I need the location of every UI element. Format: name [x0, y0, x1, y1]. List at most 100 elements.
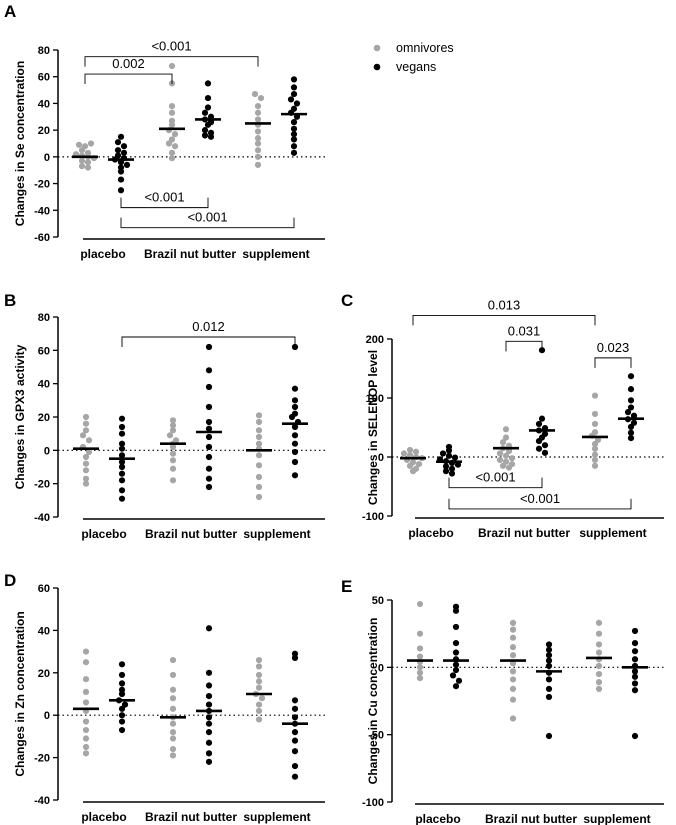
data-point-omnivores	[591, 445, 599, 452]
data-point-vegans	[291, 423, 299, 431]
data-point-vegans	[448, 465, 456, 472]
data-point-vegans	[631, 639, 639, 647]
y-tick-label: 60	[38, 345, 50, 357]
data-point-vegans	[118, 690, 126, 698]
data-point-omnivores	[169, 422, 177, 429]
data-point-vegans	[627, 404, 635, 411]
data-point-omnivores	[82, 460, 90, 467]
panel-b: B -40 -20 0 20 40 60 80 Changes in GPX3 activit…	[4, 291, 325, 541]
data-point-omnivores	[416, 600, 424, 608]
data-point-omnivores	[82, 699, 90, 706]
data-point-vegans	[205, 465, 213, 472]
data-point-omnivores	[169, 427, 177, 434]
data-point-omnivores	[82, 420, 90, 427]
data-point-omnivores	[591, 451, 599, 458]
data-point-omnivores	[251, 90, 259, 98]
data-point-omnivores	[85, 448, 93, 456]
data-point-omnivores	[591, 410, 599, 418]
data-point-omnivores	[416, 669, 424, 676]
data-point-vegans	[118, 487, 126, 494]
legend-label-vegans: vegans	[396, 60, 436, 74]
data-point-vegans	[291, 654, 299, 662]
data-point-vegans	[631, 687, 639, 694]
data-point-vegans	[118, 726, 126, 734]
data-point-vegans	[290, 136, 298, 143]
data-point-vegans	[545, 646, 553, 653]
x-category-label: placebo	[80, 247, 125, 261]
data-point-vegans	[454, 461, 462, 468]
p-value-label: 0.031	[508, 323, 541, 338]
data-point-vegans	[291, 650, 299, 657]
panel-label-e: E	[341, 577, 352, 596]
data-point-vegans	[445, 447, 453, 454]
y-tick-label: -20	[34, 753, 50, 765]
data-point-vegans	[631, 668, 639, 675]
data-point-omnivores	[169, 477, 177, 484]
data-point-omnivores	[255, 433, 263, 441]
data-point-vegans	[118, 463, 126, 471]
data-point-omnivores	[166, 432, 174, 439]
data-point-omnivores	[82, 718, 90, 725]
data-point-vegans	[442, 463, 450, 470]
x-category-label: placebo	[408, 526, 453, 540]
data-point-vegans	[205, 425, 213, 432]
data-point-vegans	[290, 125, 298, 132]
legend: omnivores vegans	[373, 41, 454, 74]
data-point-vegans	[439, 450, 447, 457]
data-point-omnivores	[82, 467, 90, 474]
data-point-omnivores	[84, 164, 92, 171]
data-point-omnivores	[255, 418, 263, 426]
data-point-omnivores	[509, 626, 517, 633]
data-point-omnivores	[82, 475, 90, 482]
data-point-vegans	[291, 432, 299, 439]
data-point-vegans	[204, 104, 212, 111]
y-tick-label: -40	[34, 795, 50, 807]
data-point-vegans	[451, 454, 459, 461]
data-point-omnivores	[169, 417, 177, 424]
x-category-label: Brazil nut butter	[485, 812, 577, 825]
data-point-vegans	[204, 80, 212, 87]
y-tick-label: 60	[38, 583, 50, 595]
data-point-vegans	[449, 672, 457, 679]
data-point-vegans	[445, 452, 453, 459]
y-tick-label: -20	[34, 179, 50, 191]
data-point-omnivores	[169, 729, 177, 736]
data-point-vegans	[535, 445, 543, 452]
data-point-omnivores	[409, 468, 417, 475]
data-point-omnivores	[254, 116, 262, 123]
data-point-omnivores	[169, 752, 177, 759]
data-point-omnivores	[82, 743, 90, 751]
data-point-vegans	[627, 435, 635, 442]
y-tick-label: -40	[34, 512, 50, 524]
data-point-vegans	[205, 383, 213, 391]
data-point-omnivores	[255, 440, 263, 447]
data-point-omnivores	[502, 434, 510, 441]
data-point-omnivores	[82, 648, 90, 655]
data-point-omnivores	[509, 685, 517, 692]
data-point-vegans	[448, 470, 456, 477]
data-point-omnivores	[254, 147, 262, 154]
data-point-vegans	[118, 423, 126, 431]
data-point-omnivores	[509, 619, 517, 626]
data-point-vegans	[205, 443, 213, 451]
y-tick-label: 60	[38, 72, 50, 84]
data-point-omnivores	[499, 462, 507, 469]
data-point-omnivores	[79, 432, 87, 439]
data-point-omnivores	[169, 705, 177, 712]
data-point-omnivores	[255, 701, 263, 708]
data-point-vegans	[123, 161, 131, 168]
y-tick-label: 0	[378, 662, 384, 674]
data-point-vegans	[545, 652, 553, 659]
x-category-label: Brazil nut butter	[145, 527, 237, 541]
data-point-omnivores	[82, 427, 90, 434]
data-point-vegans	[204, 121, 212, 128]
y-tick-label: -60	[34, 232, 50, 244]
data-point-vegans	[118, 718, 126, 725]
y-axis-label: Changes in Cu concentration	[366, 618, 380, 785]
data-point-vegans	[205, 720, 213, 727]
data-point-vegans	[290, 76, 298, 83]
data-point-omnivores	[169, 450, 177, 457]
data-point-omnivores	[169, 695, 177, 702]
data-point-vegans	[204, 94, 212, 102]
